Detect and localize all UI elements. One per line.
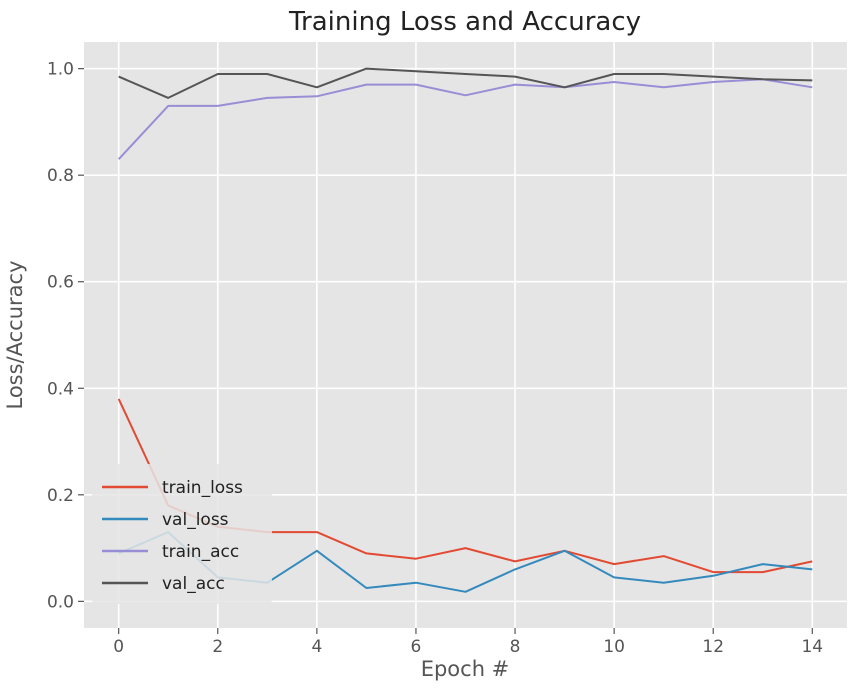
x-tick-label: 10 (603, 637, 625, 657)
x-tick-label: 6 (411, 637, 422, 657)
x-tick-label: 8 (510, 637, 521, 657)
chart-title: Training Loss and Accuracy (288, 7, 641, 37)
legend-label: train_acc (162, 542, 239, 562)
y-tick-label: 0.4 (47, 379, 74, 399)
x-tick-label: 14 (801, 637, 823, 657)
y-tick-label: 0.6 (47, 273, 74, 293)
legend-label: val_loss (162, 510, 229, 530)
series-line-val_acc (118, 67, 813, 99)
x-tick-label: 4 (311, 637, 322, 657)
legend-box (92, 464, 272, 604)
x-axis-label: Epoch # (421, 657, 510, 681)
legend-label: val_acc (162, 574, 225, 594)
y-tick-label: 1.0 (47, 60, 74, 80)
x-tick-label: 12 (702, 637, 724, 657)
y-axis-ticks: 0.0 0.2 0.4 0.6 0.8 1.0 (47, 60, 84, 612)
y-tick-label: 0.2 (47, 486, 74, 506)
y-tick-label: 0.0 (47, 592, 74, 612)
y-axis-label: Loss/Accuracy (3, 260, 27, 409)
y-tick-label: 0.8 (47, 166, 74, 186)
x-tick-label: 2 (212, 637, 223, 657)
series-line-train_acc (117, 78, 813, 160)
x-tick-label: 0 (113, 637, 124, 657)
legend: train_loss val_loss train_acc val_acc (92, 464, 272, 604)
x-axis-ticks: 0 2 4 6 8 10 12 14 (113, 628, 823, 657)
legend-label: train_loss (162, 478, 243, 498)
